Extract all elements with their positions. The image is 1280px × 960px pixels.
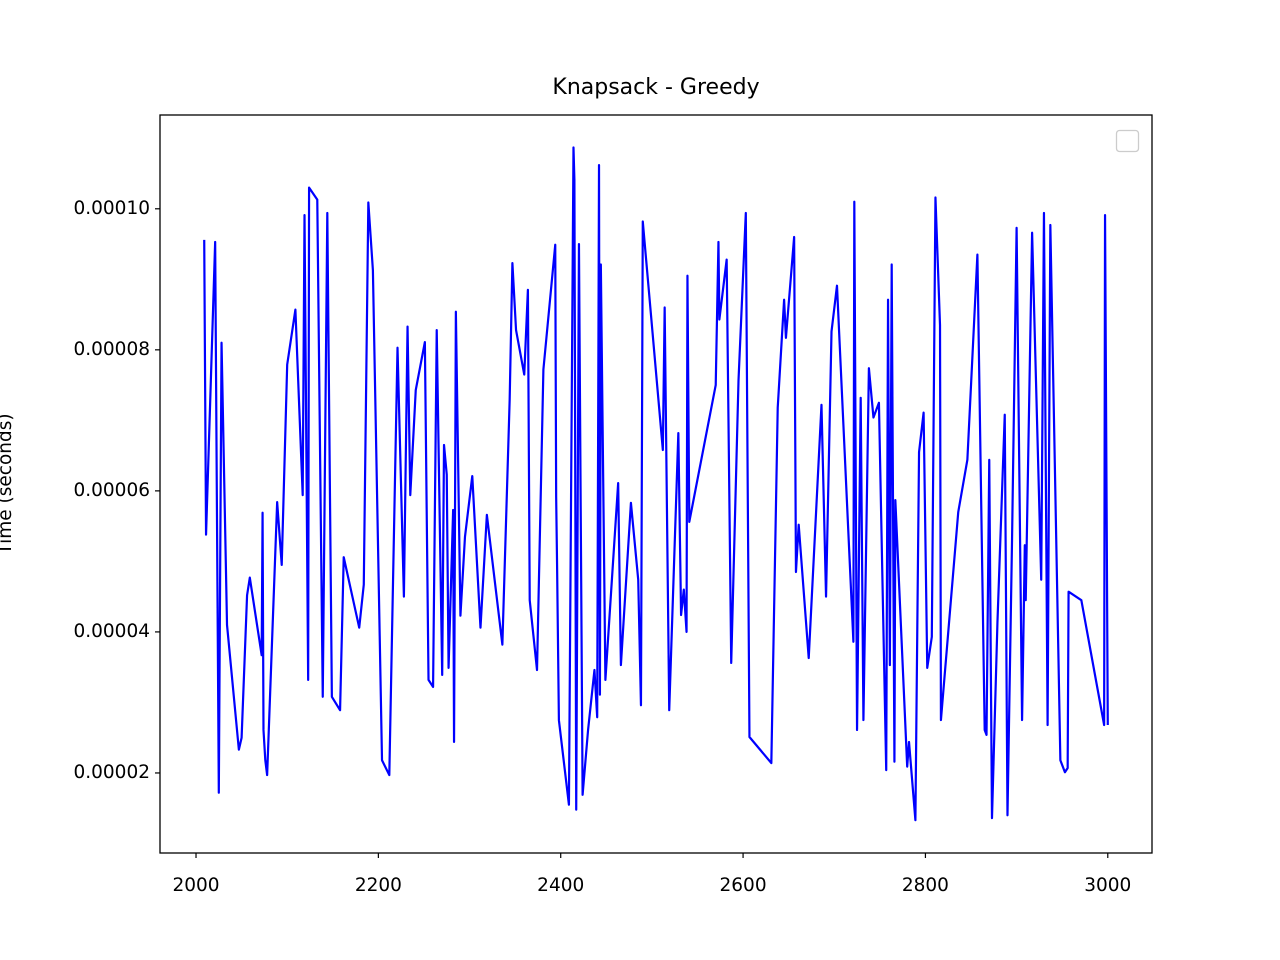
y-tick-label: 0.00004 — [73, 621, 150, 642]
x-tick-label: 2000 — [172, 875, 219, 896]
axes-frame — [159, 114, 1153, 854]
x-tick-label: 3000 — [1084, 875, 1131, 896]
chart-title: Knapsack - Greedy — [552, 75, 759, 100]
y-tick-label: 0.00006 — [73, 480, 150, 501]
legend-box — [1115, 129, 1140, 153]
y-tick-label: 0.00002 — [73, 762, 150, 783]
x-tick-label: 2200 — [355, 875, 402, 896]
data-line — [203, 146, 1109, 822]
x-tick-label: 2400 — [537, 875, 584, 896]
y-tick-label: 0.00010 — [73, 198, 150, 219]
x-tick-label: 2800 — [902, 875, 949, 896]
x-tick-label: 2600 — [720, 875, 767, 896]
y-tick-label: 0.00008 — [73, 339, 150, 360]
y-axis-label: Time (seconds) — [0, 413, 16, 555]
